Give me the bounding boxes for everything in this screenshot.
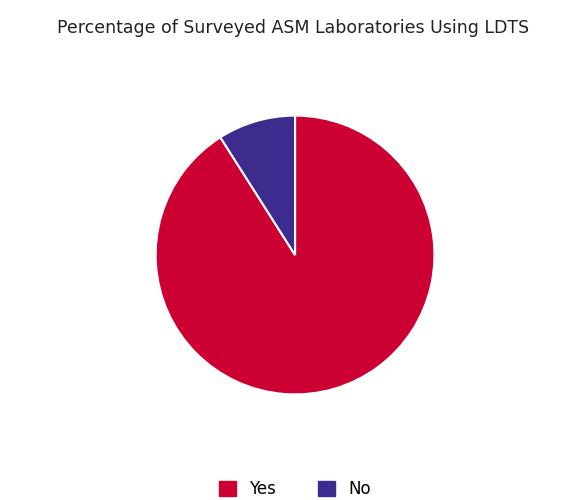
Text: Percentage of Surveyed ASM Laboratories Using LDTS: Percentage of Surveyed ASM Laboratories …	[57, 20, 529, 38]
Wedge shape	[156, 116, 434, 394]
Wedge shape	[220, 116, 295, 255]
Legend: Yes, No: Yes, No	[213, 474, 377, 500]
